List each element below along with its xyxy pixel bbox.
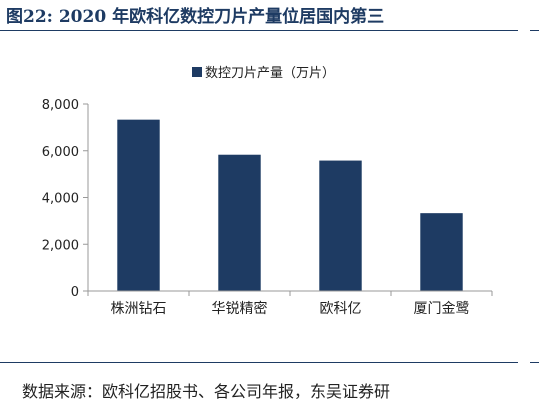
category-label: 欧科亿: [320, 301, 362, 317]
bar: [218, 154, 261, 291]
source-rule: [0, 362, 518, 363]
y-tick-label: 0: [71, 285, 79, 300]
bars-layer: [117, 119, 463, 291]
legend-swatch: [192, 67, 202, 77]
source-rule-right-mark: [530, 362, 539, 363]
y-tick-label: 6,000: [42, 145, 79, 160]
axis-layer: 0 2,000 4,000 6,000 8,000 株洲钻石 华锐精密 欧科亿 厦门金鹭: [42, 98, 493, 317]
title-rule-right-mark: [530, 30, 539, 31]
y-tick-label: 2,000: [42, 238, 79, 253]
bar: [117, 119, 160, 291]
title-rule: [0, 30, 518, 31]
y-tick-label: 4,000: [42, 192, 79, 207]
bar: [420, 213, 463, 291]
category-label: 华锐精密: [212, 300, 268, 317]
category-label: 厦门金鹭: [414, 301, 470, 317]
category-label: 株洲钻石: [111, 301, 167, 317]
source-note: 数据来源：欧科亿招股书、各公司年报，东吴证券研: [22, 382, 391, 401]
chart-legend: 数控刀片产量（万片）: [192, 66, 335, 81]
figure-title: 图22: 2020 年欧科亿数控刀片产量位居国内第三: [6, 7, 385, 27]
y-tick-label: 8,000: [42, 98, 79, 113]
legend-label: 数控刀片产量（万片）: [205, 66, 335, 81]
bar: [319, 160, 362, 291]
